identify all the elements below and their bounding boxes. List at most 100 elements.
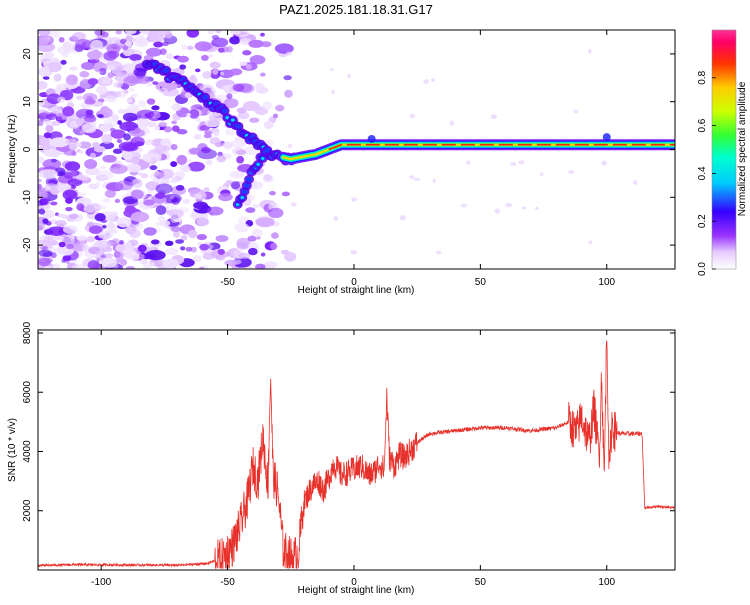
spectrogram-noise-blob [187, 161, 205, 172]
spectrogram-noise-blob [165, 247, 179, 256]
spectrogram-noise-blob [140, 258, 148, 265]
spectrogram-noise-blob [588, 240, 593, 245]
spectrogram-noise-blob [99, 68, 107, 72]
spectrogram-noise-blob [151, 239, 160, 245]
spectrogram-noise-blob [194, 41, 212, 52]
spectrogram-noise-blob [94, 30, 106, 36]
spectrogram-noise-blob [87, 78, 99, 85]
spectrogram-noise-blob [170, 143, 178, 151]
snr-y-tick-label: 2000 [22, 499, 33, 522]
spectrogram-noise-blob [84, 98, 96, 105]
spectrogram-noise-blob [116, 82, 124, 88]
spectrogram-noise-blob [106, 64, 116, 71]
spectrogram-noise-blob [217, 47, 225, 53]
spectrogram-noise-blob [79, 71, 90, 78]
spectrogram-noise-blob [186, 30, 200, 38]
spectrogram-noise-blob [239, 61, 248, 66]
spectrogram-noise-blob [104, 189, 116, 198]
spectrogram-noise-blob [175, 184, 185, 191]
spectrogram-noise-blob [409, 175, 415, 179]
spectrogram-noise-blob [192, 255, 202, 263]
spectrogram-noise-blob [229, 36, 241, 45]
spectrogram-noise-blob [102, 224, 107, 229]
spectrogram-noise-blob [123, 89, 129, 94]
spectrogram-noise-blob [42, 218, 49, 224]
spectrogram-noise-blob [171, 120, 177, 125]
spectrogram-noise-blob [45, 124, 54, 133]
spectrogram-x-tick-label: 50 [475, 277, 487, 288]
spectrogram-noise-blob [225, 127, 236, 136]
spectrogram-noise-blob [44, 265, 52, 269]
spectrogram-noise-blob [255, 82, 265, 90]
spectrogram-noise-blob [223, 143, 233, 150]
spectrogram-noise-blob [333, 216, 339, 221]
spectrogram-noise-blob [573, 109, 579, 114]
spectrogram-noise-blob [568, 170, 575, 174]
spectrogram-noise-blob [111, 114, 119, 121]
spectrogram-noise-blob [83, 203, 96, 214]
spectrogram-noise-blob [435, 250, 442, 255]
spectrogram-noise-blob [236, 155, 245, 164]
spectrogram-noise-blob [198, 266, 205, 269]
spectrogram-noise-blob [195, 117, 201, 122]
spectrogram-noise-blob [76, 203, 85, 211]
spectrogram-noise-blob [85, 167, 101, 176]
spectrogram-ridge-layer [141, 59, 675, 209]
colorbar-tick-label: 0.2 [697, 214, 708, 228]
spectrogram-noise-blob [266, 264, 276, 269]
spectrogram-noise-blob [107, 50, 120, 59]
snr-plot-area [38, 330, 675, 570]
spectrogram-noise-blob [510, 161, 517, 166]
spectrogram-noise-blob [119, 121, 139, 132]
spectrogram-noise-blob [129, 54, 142, 61]
spectrogram-noise-blob [83, 115, 97, 123]
ridge-blob-mid [163, 67, 170, 74]
spectrogram-noise-blob [255, 263, 266, 269]
spectrogram-y-tick-label: 20 [22, 48, 33, 60]
spectrogram-noise-blob [75, 174, 89, 181]
spectrogram-noise-blob [145, 139, 154, 146]
spectrogram-x-tick-label: 0 [351, 277, 357, 288]
spectrogram-noise-blob [38, 257, 51, 267]
spectrogram-noise-blob [71, 243, 86, 252]
colorbar-tick-label: 0.8 [697, 70, 708, 84]
spectrogram-noise-blob [125, 163, 142, 173]
spectrogram-noise-blob [134, 141, 145, 147]
spectrogram-noise-blob [124, 242, 133, 247]
spectrogram-noise-blob [142, 152, 162, 163]
snr-y-tick-label: 8000 [22, 321, 33, 344]
spectrogram-noise-blob [158, 121, 168, 128]
spectrogram-noise-blob [125, 265, 136, 269]
ridge-blob-mid [221, 108, 228, 114]
spectrogram-noise-blob [170, 178, 177, 184]
spectrogram-noise-blob [138, 100, 146, 108]
colorbar-frame [711, 29, 737, 270]
spectrogram-noise-blob [287, 143, 293, 149]
spectrogram-noise-blob [248, 247, 258, 256]
spectrogram-noise-blob [143, 227, 157, 236]
spectrogram-noise-blob [521, 206, 527, 210]
spectrogram-noise-blob [75, 118, 84, 126]
spectrogram-noise-blob [168, 209, 184, 219]
spectrogram-noise-blob [146, 121, 157, 128]
lower-branch-blob-mid [246, 176, 253, 182]
spectrogram-noise-blob [40, 197, 51, 206]
spectrogram-noise-blob [101, 257, 118, 268]
spectrogram-noise-blob [130, 93, 138, 98]
spectrogram-noise-blob [251, 228, 263, 238]
spectrogram-noise-blob [58, 241, 66, 248]
spectrogram-noise-blob [236, 107, 247, 114]
spectrogram-noise-blob [114, 198, 121, 204]
spectrogram-noise-blob [154, 192, 166, 199]
spectrogram-noise-blob [38, 249, 53, 257]
spectrogram-noise-blob [71, 151, 77, 156]
spectrogram-noise-blob [133, 67, 147, 77]
spectrogram-noise-blob [122, 49, 135, 56]
spectrogram-noise-blob [96, 204, 107, 210]
spectrogram-noise-blob [224, 259, 237, 267]
spectrogram-noise-blob [449, 120, 455, 126]
spectrogram-noise-blob [62, 106, 75, 117]
spectrogram-noise-blob [176, 128, 188, 135]
